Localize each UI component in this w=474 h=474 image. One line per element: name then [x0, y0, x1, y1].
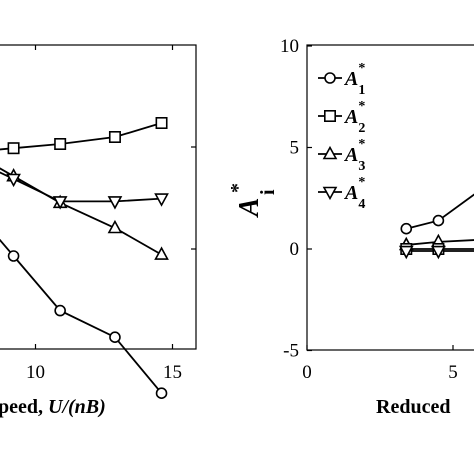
left-x-axis-label-part: U/(nB) — [48, 396, 106, 418]
left-point-circle — [54, 304, 66, 317]
left-axes-box — [0, 44, 197, 350]
left-axes — [0, 44, 197, 350]
legend-marker-square — [323, 110, 336, 123]
legend-marker-triangle — [322, 145, 338, 160]
right-y-axis-label-sub: i — [257, 189, 279, 195]
right-point-circle — [432, 214, 445, 227]
right-y-tick-label: -5 — [283, 341, 299, 362]
right-axes — [306, 44, 474, 352]
left-series-markers — [6, 117, 169, 400]
left-x-tick-label: 15 — [163, 362, 182, 383]
right-x-tick-label: 5 — [448, 362, 458, 383]
left-chart-panel: 10 15 peed, U/(nB) — [0, 44, 197, 418]
left-point-nabla — [52, 196, 68, 210]
right-x-tick-label: 0 — [302, 362, 312, 383]
left-point-nabla — [107, 196, 123, 210]
left-point-nabla — [6, 173, 21, 188]
right-y-tick-label: 0 — [290, 239, 300, 260]
left-series-lines — [0, 122, 163, 394]
legend-entry-base: A — [343, 106, 358, 128]
left-series-line-ext-triangle — [0, 167, 15, 177]
right-y-axis-label-base: A — [234, 198, 265, 219]
left-x-tick-label: 10 — [26, 362, 45, 383]
left-series-line-circle — [12, 255, 163, 394]
left-point-nabla — [154, 193, 169, 207]
right-point-circle — [400, 222, 413, 235]
legend-entry-label: A* 4 — [343, 175, 365, 212]
left-point-square — [54, 138, 67, 151]
left-x-axis-label: peed, U/(nB) — [0, 396, 106, 418]
left-point-square — [7, 142, 20, 155]
legend-entry-sup: * — [358, 61, 365, 76]
legend-entry-base: A — [343, 182, 358, 204]
legend-entry-base: A — [343, 144, 358, 166]
left-point-circle — [109, 331, 121, 344]
left-point-circle — [155, 387, 168, 400]
left-series-line-triangle — [13, 175, 162, 256]
legend-entry-label: A* 2 — [343, 99, 365, 136]
right-y-axis-label: A * i — [227, 183, 279, 218]
legend-entry-sup: * — [358, 99, 365, 114]
legend-entry-label: A* 1 — [343, 61, 365, 98]
right-series-markers — [398, 214, 446, 260]
left-series-line-nabla — [13, 178, 162, 203]
left-x-axis-label-part: peed, — [0, 396, 48, 418]
legend-entry-base: A — [343, 68, 358, 90]
right-point-nabla — [431, 245, 446, 260]
left-point-circle — [7, 250, 20, 262]
right-point-nabla — [398, 245, 414, 260]
left-series-line-square — [13, 122, 162, 150]
legend-entry-sup: * — [358, 175, 365, 190]
right-x-axis-label: Reduced — [376, 396, 450, 418]
legend-entry-sub: 1 — [358, 83, 365, 98]
right-legend: A* 1A* 2A* 3A* 4 — [318, 61, 365, 212]
right-y-tick-label: 5 — [290, 138, 300, 159]
legend-entry-label: A* 3 — [343, 137, 365, 174]
left-point-triangle — [154, 246, 169, 260]
legend-entry-sub: 3 — [358, 159, 365, 174]
legend-marker-nabla — [322, 186, 338, 201]
right-y-axis-label-sup: * — [227, 183, 249, 193]
left-tick-labels: 10 15 — [26, 362, 182, 383]
legend-entry-sup: * — [358, 137, 365, 152]
left-point-triangle — [107, 219, 123, 234]
legend-marker-circle — [324, 72, 336, 84]
left-series-line-ext-circle — [0, 238, 15, 257]
legend-entry-sub: 2 — [358, 121, 365, 136]
legend-entry-sub: 4 — [358, 197, 365, 212]
right-axes-box — [306, 44, 474, 351]
right-y-tick-label: 10 — [280, 36, 299, 57]
left-point-square — [108, 131, 121, 144]
left-point-square — [155, 117, 168, 130]
